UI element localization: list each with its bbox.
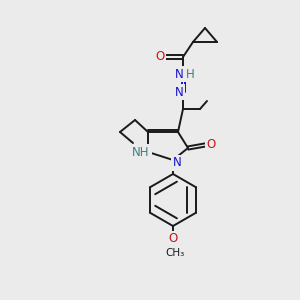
Text: CH₃: CH₃ — [165, 248, 184, 258]
Text: H: H — [186, 68, 194, 80]
Text: N: N — [175, 68, 183, 80]
Text: N: N — [172, 157, 182, 169]
Text: O: O — [155, 50, 165, 64]
Text: O: O — [206, 139, 216, 152]
Text: NH: NH — [132, 146, 150, 158]
Text: N: N — [175, 85, 183, 98]
Text: O: O — [168, 232, 178, 245]
